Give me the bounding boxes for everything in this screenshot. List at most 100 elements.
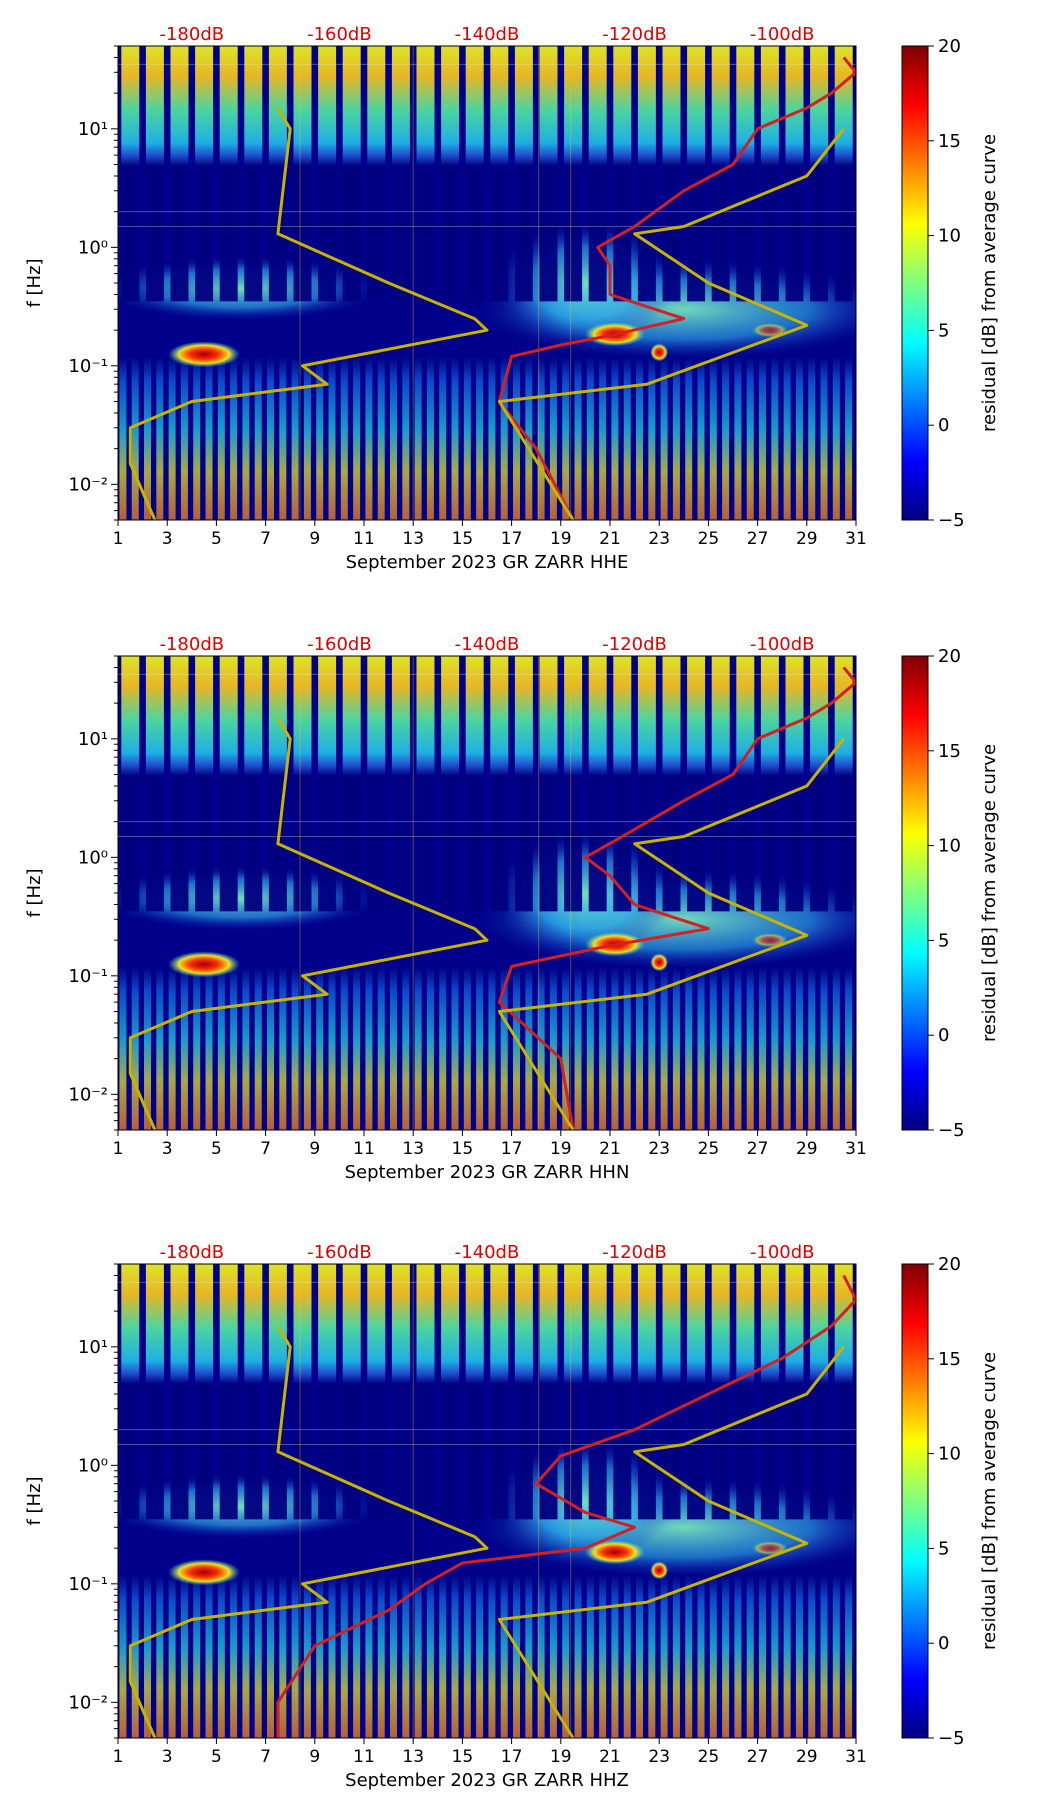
low-streak: [513, 1574, 521, 1738]
low-streak: [599, 356, 607, 520]
low-streak: [648, 966, 656, 1130]
day-stripe: [539, 1264, 558, 1520]
x-tick-label: 7: [260, 1139, 271, 1159]
day-stripe: [785, 1264, 804, 1520]
low-streak: [217, 966, 225, 1130]
low-streak: [193, 1574, 201, 1738]
low-streak: [513, 966, 521, 1130]
day-stripe: [662, 46, 681, 302]
y-tick-label: 10⁻²: [68, 1692, 108, 1713]
low-streak: [525, 1574, 533, 1738]
x-tick-label: 31: [845, 1139, 867, 1159]
colorbar-tick-label: 20: [938, 36, 961, 57]
colorbar-tick-label: 10: [938, 226, 961, 247]
top-db-label: -180dB: [159, 24, 224, 45]
low-streak: [217, 356, 225, 520]
low-streak: [390, 1574, 398, 1738]
low-streak: [328, 1574, 336, 1738]
low-streak: [168, 1574, 176, 1738]
day-stripe: [145, 1264, 164, 1520]
y-axis-label: f [Hz]: [24, 868, 45, 917]
day-stripe: [711, 1264, 730, 1520]
low-streak: [722, 356, 730, 520]
low-streak: [254, 966, 262, 1130]
hot-spot: [584, 1540, 645, 1565]
x-tick-label: 1: [113, 1747, 124, 1767]
hot-spot: [751, 933, 788, 948]
low-streak: [254, 1574, 262, 1738]
low-streak: [279, 1574, 287, 1738]
day-stripe: [465, 46, 484, 302]
x-tick-label: 1: [113, 1139, 124, 1159]
x-tick-label: 9: [309, 1747, 320, 1767]
low-streak: [439, 1574, 447, 1738]
low-streak: [414, 356, 422, 520]
low-streak: [205, 1574, 213, 1738]
low-streak: [672, 966, 680, 1130]
day-stripe: [416, 46, 435, 302]
low-streak: [795, 966, 803, 1130]
top-db-label: -120dB: [602, 24, 667, 45]
hot-spot: [168, 1559, 241, 1586]
colorbar-tick-label: 0: [938, 1633, 949, 1654]
x-tick-label: 29: [796, 529, 818, 549]
low-streak: [783, 1574, 791, 1738]
low-streak: [193, 356, 201, 520]
day-stripe: [514, 1264, 533, 1520]
x-tick-label: 29: [796, 1139, 818, 1159]
hot-spot: [650, 953, 669, 972]
x-tick-label: 17: [501, 1139, 523, 1159]
low-streak: [180, 1574, 188, 1738]
low-streak: [672, 1574, 680, 1738]
x-tick-label: 31: [845, 1747, 867, 1767]
x-tick-label: 21: [599, 529, 621, 549]
low-streak: [414, 1574, 422, 1738]
low-streak: [574, 1574, 582, 1738]
low-streak: [205, 966, 213, 1130]
low-streak: [402, 1574, 410, 1738]
colorbar-tick-label: 15: [938, 741, 961, 762]
x-tick-label: 17: [501, 529, 523, 549]
colorbar-tick-label: 0: [938, 1025, 949, 1046]
low-streak: [759, 966, 767, 1130]
low-streak: [267, 966, 275, 1130]
day-stripe: [219, 1264, 238, 1520]
spectrogram-image: [118, 46, 856, 520]
x-axis-label: September 2023 GR ZARR HHN: [345, 1162, 630, 1183]
hot-spot: [650, 1561, 669, 1580]
day-stripe: [391, 1264, 410, 1520]
low-streak: [722, 1574, 730, 1738]
y-axis-label: f [Hz]: [24, 258, 45, 307]
low-streak: [660, 1574, 668, 1738]
y-tick-label: 10¹: [78, 729, 108, 750]
low-streak: [144, 966, 152, 1130]
x-axis-label: September 2023 GR ZARR HHE: [346, 552, 629, 573]
low-streak: [500, 1574, 508, 1738]
psd-curve: [497, 666, 856, 1130]
x-tick-label: 15: [452, 1139, 474, 1159]
low-streak: [156, 966, 164, 1130]
low-streak: [734, 356, 742, 520]
colorbar-tick-label: 10: [938, 836, 961, 857]
x-tick-label: 3: [162, 1747, 173, 1767]
y-tick-label: 10¹: [78, 1337, 108, 1358]
day-stripe: [318, 656, 337, 912]
day-stripe: [416, 656, 435, 912]
day-stripe: [244, 656, 263, 912]
low-streak: [439, 966, 447, 1130]
x-tick-label: 27: [747, 1139, 769, 1159]
x-tick-label: 11: [353, 1747, 375, 1767]
low-streak: [808, 1574, 816, 1738]
low-streak: [586, 1574, 594, 1738]
top-db-label: -120dB: [602, 1242, 667, 1263]
y-tick-label: 10¹: [78, 119, 108, 140]
low-streak: [451, 966, 459, 1130]
day-stripe: [367, 46, 386, 302]
low-streak: [685, 356, 693, 520]
low-streak: [131, 356, 139, 520]
low-streak: [734, 966, 742, 1130]
day-stripe: [810, 46, 829, 302]
colorbar-tick-label: −5: [938, 1120, 965, 1141]
low-streak: [832, 356, 840, 520]
